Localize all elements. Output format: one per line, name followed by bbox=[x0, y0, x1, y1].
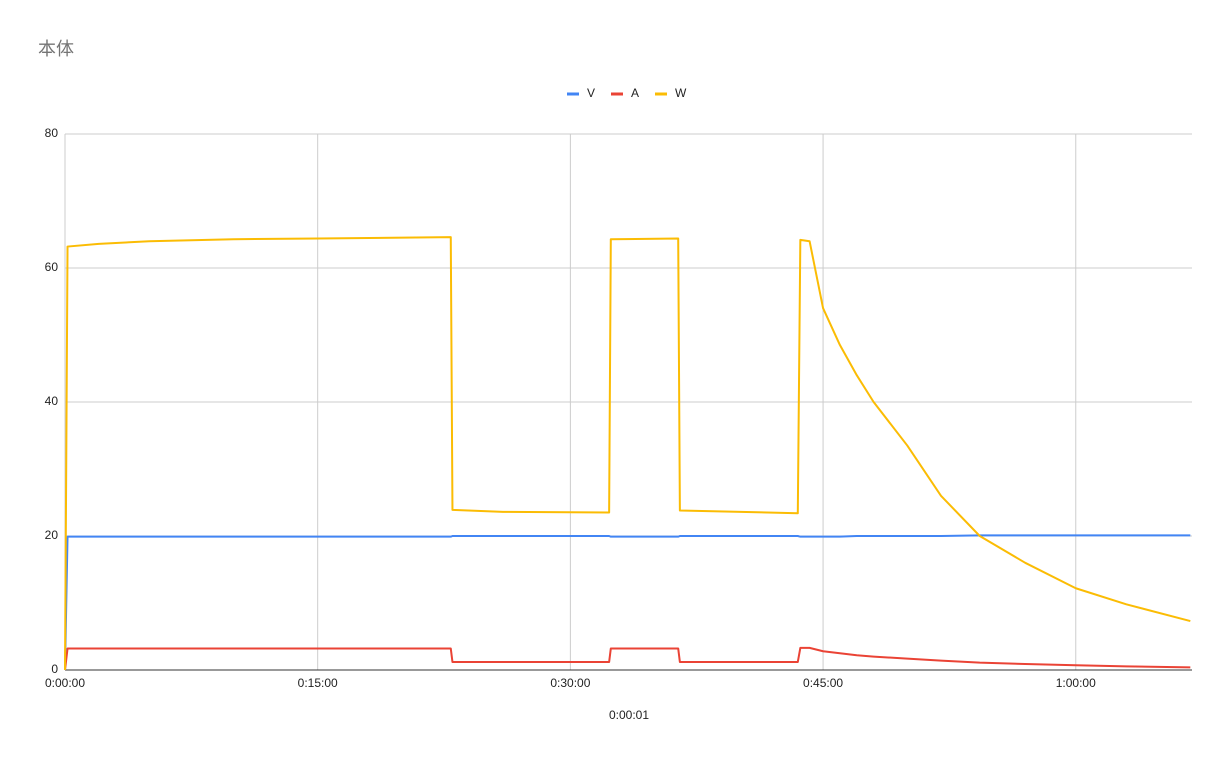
y-tick-label: 80 bbox=[45, 126, 59, 140]
series-line bbox=[64, 236, 1191, 671]
chart-title: 本体 bbox=[38, 39, 74, 59]
y-tick-label: 60 bbox=[45, 260, 59, 274]
x-tick-label: 0:45:00 bbox=[803, 676, 843, 690]
series-line bbox=[64, 534, 1191, 671]
x-tick-label: 0:30:00 bbox=[550, 676, 590, 690]
legend-label: A bbox=[631, 86, 639, 100]
x-axis-title: 0:00:01 bbox=[609, 708, 649, 722]
y-tick-label: 40 bbox=[45, 394, 59, 408]
x-tick-label: 0:15:00 bbox=[298, 676, 338, 690]
legend-label: W bbox=[675, 86, 687, 100]
y-tick-label: 20 bbox=[45, 528, 59, 542]
x-tick-label: 1:00:00 bbox=[1056, 676, 1096, 690]
y-tick-label: 0 bbox=[51, 662, 58, 676]
x-tick-label: 0:00:00 bbox=[45, 676, 85, 690]
legend-label: V bbox=[587, 86, 595, 100]
series-line bbox=[64, 646, 1191, 671]
